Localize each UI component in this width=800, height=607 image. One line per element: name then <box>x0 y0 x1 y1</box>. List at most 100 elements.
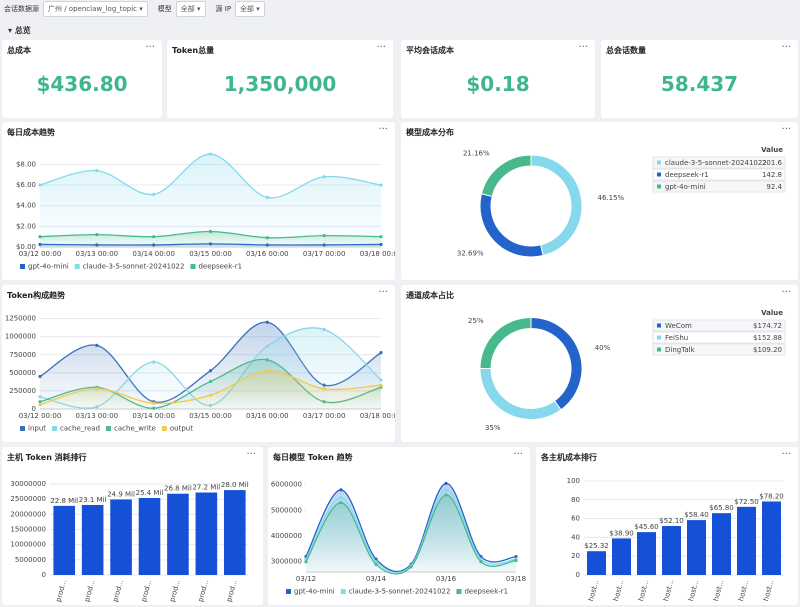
panel-menu[interactable]: ··· <box>376 42 386 53</box>
point <box>95 387 99 391</box>
bar <box>138 497 161 575</box>
panel: 每日成本趋势 ··· $0.00 $2.00 $4.00 $6.00 $8.00 03/12 … <box>2 122 395 280</box>
x-tick-label: 03/17 00:00 <box>303 250 346 258</box>
value-label: $65.80 <box>709 504 734 512</box>
legend-row <box>652 168 786 181</box>
chart: 0 250000 500000 750000 1000000 1250000 03/12 0… <box>5 315 395 433</box>
y-tick-label: 20 <box>571 552 580 560</box>
y-tick-label: 80 <box>571 496 580 504</box>
value-label: 23.1 Mil <box>79 496 107 504</box>
filter-select[interactable]: 广州 / openclaw_log_topic ▾ <box>43 1 148 17</box>
legend-swatch <box>52 426 58 431</box>
point <box>265 369 269 373</box>
x-tick-label: host... <box>762 579 775 602</box>
legend-swatch <box>161 426 167 431</box>
point <box>152 235 156 239</box>
chart: 3000000 4000000 5000000 6000000 03/12 03/14 03… <box>271 481 526 596</box>
bar <box>737 506 756 575</box>
panel-menu[interactable]: ··· <box>378 287 388 298</box>
x-tick-label: 03/15 00:00 <box>189 412 232 420</box>
x-tick-label: 03/15 00:00 <box>189 250 232 258</box>
legend-label: deepseek-r1 <box>198 263 242 271</box>
kpi-value: 1,350,000 <box>223 72 337 96</box>
y-tick-label: 1000000 <box>5 333 36 341</box>
point <box>38 403 42 407</box>
point <box>322 234 326 238</box>
bar <box>53 505 76 575</box>
filter-select[interactable]: 全部 ▾ <box>235 1 265 17</box>
value-label: 28.0 Mil <box>221 481 249 489</box>
chart: 0 20 40 60 80 100 $25.32 host... $38.90 host... $4… <box>567 477 784 602</box>
value-label: $58.40 <box>684 511 709 519</box>
filter-select[interactable]: 全部 ▾ <box>175 1 206 17</box>
point <box>265 344 269 348</box>
point <box>339 488 343 492</box>
y-tick-label: 25000000 <box>10 495 46 503</box>
point <box>152 401 156 405</box>
legend-swatch <box>340 589 346 594</box>
x-tick-label: prod... <box>55 579 69 603</box>
legend-swatch <box>657 335 661 340</box>
legend-label: input <box>28 425 46 433</box>
legend-value: $152.88 <box>753 334 782 342</box>
panel: 模型成本分布 ··· 46.15% 32.69% 21.16% Value claude-3… <box>401 122 798 280</box>
x-tick-label: 03/17 00:00 <box>303 412 346 420</box>
filter-label: 会话数据源 <box>4 5 39 13</box>
chart: 46.15% 32.69% 21.16% Value claude-3-5-sonnet… <box>457 146 786 258</box>
panel-menu[interactable]: ··· <box>781 124 791 135</box>
x-tick-label: host... <box>712 579 725 602</box>
chevron: ▾ <box>137 5 143 13</box>
panel: Token构成趋势 ··· 0 250000 500000 750000 1000000 12… <box>2 285 395 442</box>
bar <box>662 526 681 575</box>
panel-menu[interactable]: ··· <box>781 449 791 460</box>
legend-label: gpt-4o-mini <box>665 183 706 191</box>
chart: 40% 35% 25% Value WeCom $174.72 FeiShu $152.88 D… <box>468 309 786 432</box>
point <box>208 229 213 234</box>
panel: 通道成本占比 ··· 40% 35% 25% Value WeCom $174.72 FeiSh… <box>401 285 798 442</box>
panel-menu[interactable]: ··· <box>578 42 588 53</box>
donut-slice <box>479 316 532 369</box>
panel: 总会话数量 ··· 58.437 <box>601 40 798 118</box>
point <box>409 565 413 569</box>
point <box>265 358 269 362</box>
panel-menu[interactable]: ··· <box>246 449 256 460</box>
value-label: $52.10 <box>659 517 684 525</box>
panel-menu[interactable]: ··· <box>781 287 791 298</box>
y-tick-label: 100 <box>567 477 580 485</box>
y-tick-label: 5000000 <box>271 506 302 514</box>
legend-value: $174.72 <box>753 322 782 330</box>
y-tick-label: $4.00 <box>16 202 36 210</box>
point <box>322 387 326 391</box>
panel-menu[interactable]: ··· <box>145 42 155 53</box>
x-tick-label: 03/14 <box>366 575 387 583</box>
legend-row <box>652 343 786 356</box>
section-header[interactable]: ▾ 总览 <box>8 26 31 35</box>
kpi-value: $0.18 <box>466 72 530 96</box>
value-label: $25.32 <box>584 542 609 550</box>
x-tick-label: 03/12 00:00 <box>19 412 62 420</box>
panel-title: 主机 Token 消耗排行 <box>7 453 87 462</box>
point <box>208 379 213 384</box>
kpi-value: 58.437 <box>660 72 739 96</box>
bar <box>712 513 731 575</box>
point <box>379 378 383 382</box>
panel-menu[interactable]: ··· <box>781 42 791 53</box>
chevron: ▾ <box>254 5 260 13</box>
y-tick-label: 500000 <box>9 369 36 377</box>
area <box>40 154 381 247</box>
area <box>306 494 516 575</box>
value-label: 25.4 Mil <box>136 489 164 497</box>
point <box>265 320 269 324</box>
x-tick-label: host... <box>737 579 750 602</box>
y-tick-label: 5000000 <box>15 556 46 564</box>
legend-swatch <box>657 184 661 189</box>
x-tick-label: 03/18 00:00 <box>360 250 395 258</box>
x-tick-label: host... <box>587 579 600 602</box>
panel-menu[interactable]: ··· <box>513 449 523 460</box>
legend-swatch <box>657 323 661 328</box>
point <box>38 183 42 187</box>
point <box>95 233 99 237</box>
panel-menu[interactable]: ··· <box>378 124 388 135</box>
chart: 0 5000000 10000000 15000000 20000000 25000000… <box>10 480 249 603</box>
bar <box>637 532 656 575</box>
